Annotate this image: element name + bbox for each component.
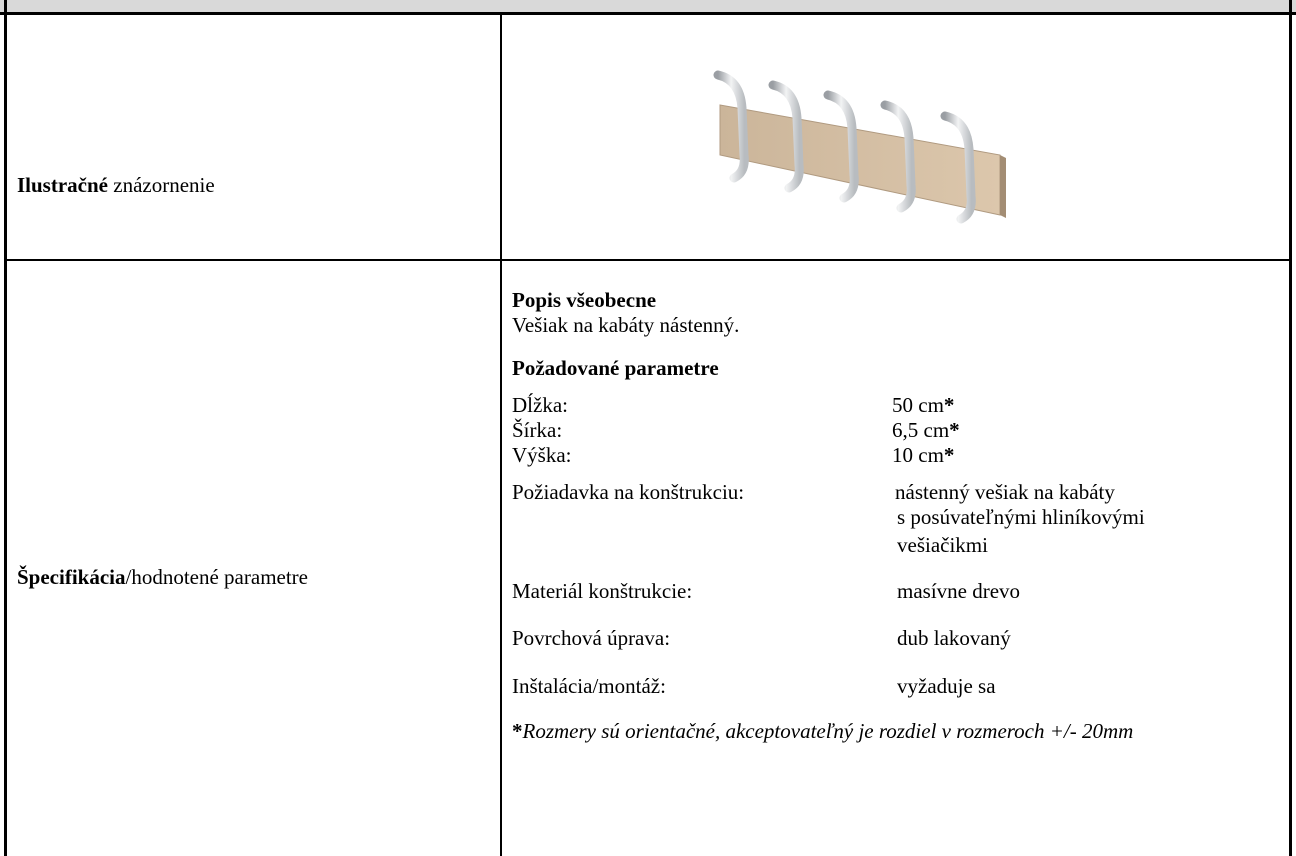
heading-text: Popis všeobecne [512, 288, 657, 312]
param-value: masívne drevo [897, 579, 1021, 603]
heading-text: Požadované parametre [512, 356, 719, 380]
border [1289, 0, 1292, 856]
param-label: Povrchová úprava: [512, 626, 671, 650]
param-value: vyžaduje sa [897, 674, 996, 698]
asterisk: * [943, 393, 955, 417]
param-value: 50 cm* [892, 393, 954, 418]
param-label: Materiál konštrukcie: [512, 579, 693, 603]
param-value: 6,5 cm* [892, 418, 960, 443]
description: Vešiak na kabáty nástenný. [512, 313, 740, 337]
footnote: *Rozmery sú orientačné, akceptovateľný j… [512, 718, 1285, 745]
section-heading: Popis všeobecne [512, 288, 656, 313]
border [500, 12, 502, 856]
footnote-text: Rozmery sú orientačné, akceptovateľný je… [522, 719, 1134, 743]
label-text: znázornenie [113, 173, 215, 197]
value-text: 50 cm [892, 393, 944, 417]
param-value: s posúvateľnými hliníkovými [897, 505, 1145, 529]
param-label: Šírka: [512, 418, 563, 442]
asterisk: * [943, 443, 955, 467]
border [4, 0, 7, 856]
param-value: vešiačikmi [897, 533, 988, 557]
product-illustration [713, 70, 1006, 224]
asterisk: * [512, 719, 523, 743]
param-value: nástenný vešiak na kabáty [895, 480, 1115, 504]
param-value: 10 cm* [892, 443, 954, 468]
param-label: Dĺžka: [512, 393, 568, 417]
header-band [0, 0, 1296, 12]
value-text: 6,5 cm [892, 418, 950, 442]
param-label: Výška: [512, 443, 572, 467]
border [4, 259, 1292, 261]
row-label: Špecifikácia/hodnotené parametre [17, 565, 308, 590]
asterisk: * [949, 418, 960, 442]
value-text: 10 cm [892, 443, 944, 467]
section-heading: Požadované parametre [512, 356, 719, 381]
param-value: dub lakovaný [897, 626, 1011, 650]
param-label: Požiadavka na konštrukciu: [512, 480, 745, 504]
label-text: /hodnotené parametre [125, 565, 309, 589]
param-label: Inštalácia/montáž: [512, 674, 666, 698]
border [0, 12, 1296, 15]
row-label: Ilustračné znázornenie [17, 173, 215, 198]
label-bold: Špecifikácia [17, 565, 126, 589]
label-bold: Ilustračné [17, 173, 108, 197]
